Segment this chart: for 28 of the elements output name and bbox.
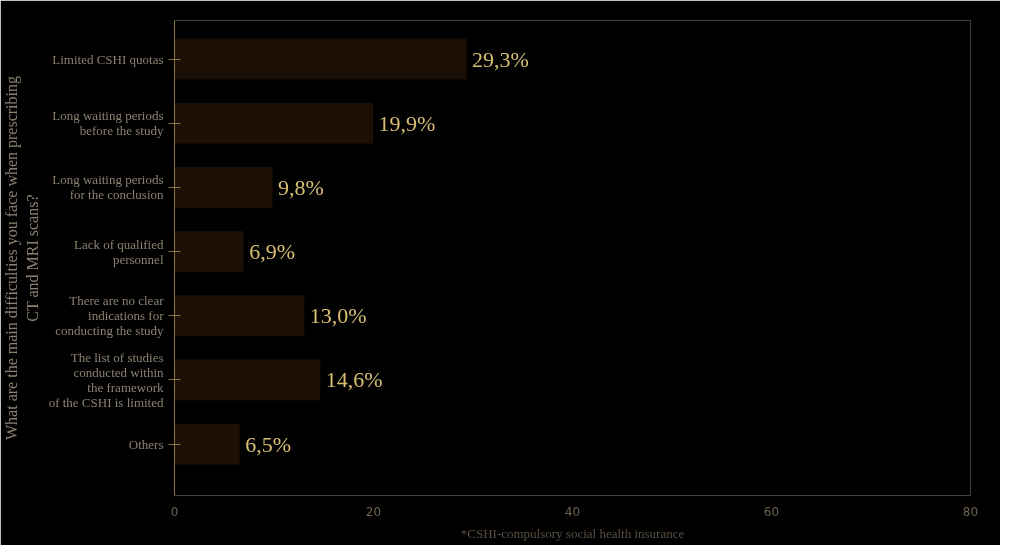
- bar: [174, 166, 273, 208]
- data-label: 19,9%: [378, 110, 436, 136]
- x-tick-label: 0: [170, 504, 179, 519]
- data-label: 14,6%: [325, 367, 383, 393]
- y-tick-label: There are no clear indications for conducting the study: [55, 293, 165, 339]
- x-tick-label: 80: [962, 504, 979, 519]
- y-axis-title: What are the main difficulties you face when prescribing CT and MRI scans?: [3, 75, 41, 440]
- y-tick-label: The list of studies conducted within the framework of the CSHI is limited: [48, 349, 164, 410]
- bar: [174, 38, 467, 80]
- y-tick-label: Lack of qualified personnel: [73, 236, 164, 267]
- bar: [174, 295, 305, 337]
- data-label: 29,3%: [472, 46, 529, 72]
- bar: [174, 359, 321, 401]
- y-tick-label: Others: [128, 436, 164, 452]
- data-label: 6,5%: [245, 431, 291, 457]
- x-tick-label: 60: [763, 504, 780, 519]
- x-tick-label: 40: [564, 504, 581, 519]
- text: *CSHI-compulsory social health insurance: [460, 525, 685, 541]
- y-tick-label: Limited CSHI quotas: [52, 51, 164, 67]
- bar: [174, 423, 240, 465]
- bar: [174, 231, 244, 272]
- x-tick-label: 20: [365, 504, 382, 519]
- bar: [174, 102, 374, 144]
- y-tick-label: Long waiting periods before the study: [52, 108, 164, 139]
- data-label: 9,8%: [278, 174, 324, 200]
- data-label: 13,0%: [309, 303, 367, 329]
- y-tick-label: Long waiting periods for the conclusion: [52, 172, 164, 203]
- data-label: 6,9%: [249, 239, 295, 265]
